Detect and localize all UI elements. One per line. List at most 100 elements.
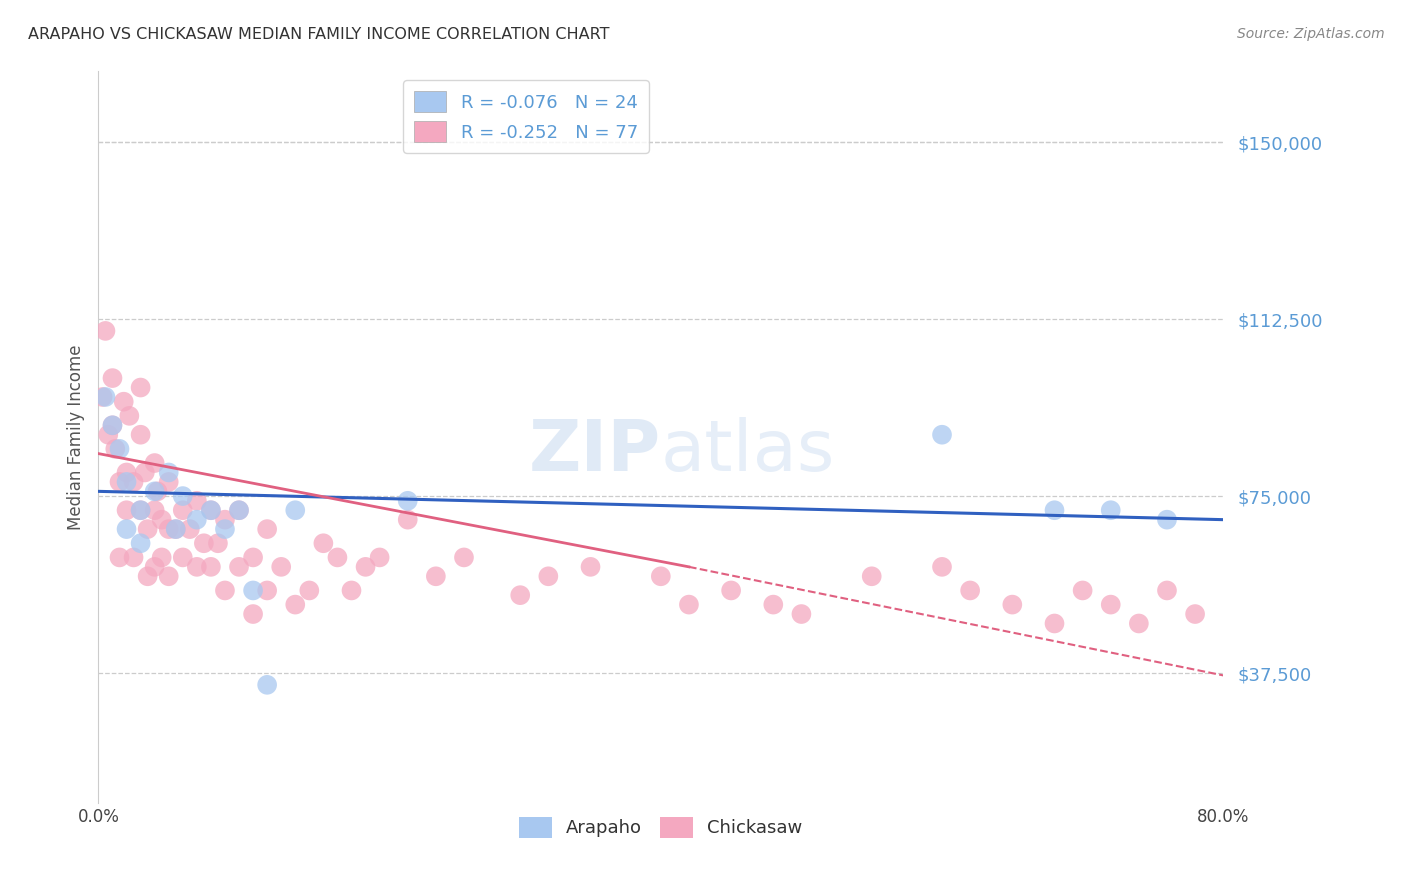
Point [129,380,152,394]
Point [136,522,159,536]
Point [108,550,131,565]
Point [790,607,813,621]
Point [678,598,700,612]
Point [242,583,264,598]
Point [143,484,166,499]
Point [396,513,419,527]
Point [284,503,307,517]
Point [101,418,124,433]
Point [1128,616,1150,631]
Point [108,442,131,456]
Point [214,583,236,598]
Point [340,583,363,598]
Point [179,522,201,536]
Point [298,583,321,598]
Point [172,503,194,517]
Point [193,536,215,550]
Point [860,569,883,583]
Point [146,484,169,499]
Point [1043,616,1066,631]
Point [354,559,377,574]
Point [396,493,419,508]
Point [509,588,531,602]
Point [368,550,391,565]
Point [118,409,141,423]
Point [115,475,138,489]
Point [228,559,250,574]
Point [959,583,981,598]
Point [101,418,124,433]
Point [143,503,166,517]
Point [129,536,152,550]
Point [200,503,222,517]
Point [186,559,208,574]
Point [214,513,236,527]
Point [165,522,187,536]
Point [256,522,278,536]
Point [425,569,447,583]
Point [136,569,159,583]
Point [143,559,166,574]
Y-axis label: Median Family Income: Median Family Income [66,344,84,530]
Text: atlas: atlas [661,417,835,486]
Point [115,503,138,517]
Point [256,583,278,598]
Point [242,550,264,565]
Point [931,427,953,442]
Point [101,371,124,385]
Point [200,503,222,517]
Point [165,522,187,536]
Point [1156,583,1178,598]
Point [1184,607,1206,621]
Point [122,550,145,565]
Point [931,559,953,574]
Point [172,489,194,503]
Point [186,513,208,527]
Text: ZIP: ZIP [529,417,661,486]
Point [150,513,173,527]
Point [1099,598,1122,612]
Point [122,475,145,489]
Point [284,598,307,612]
Point [115,466,138,480]
Point [312,536,335,550]
Point [115,522,138,536]
Point [270,559,292,574]
Point [157,466,180,480]
Point [228,503,250,517]
Point [256,678,278,692]
Point [242,607,264,621]
Point [94,390,117,404]
Point [129,503,152,517]
Point [326,550,349,565]
Point [1071,583,1094,598]
Point [91,390,114,404]
Point [157,475,180,489]
Point [214,522,236,536]
Point [150,550,173,565]
Point [112,394,135,409]
Legend: Arapaho, Chickasaw: Arapaho, Chickasaw [512,810,810,845]
Text: ARAPAHO VS CHICKASAW MEDIAN FAMILY INCOME CORRELATION CHART: ARAPAHO VS CHICKASAW MEDIAN FAMILY INCOM… [28,27,610,42]
Point [94,324,117,338]
Point [207,536,229,550]
Point [143,456,166,470]
Point [1001,598,1024,612]
Point [186,493,208,508]
Point [762,598,785,612]
Point [97,427,120,442]
Point [1156,513,1178,527]
Point [157,522,180,536]
Text: Source: ZipAtlas.com: Source: ZipAtlas.com [1237,27,1385,41]
Point [129,427,152,442]
Point [104,442,127,456]
Point [453,550,475,565]
Point [129,503,152,517]
Point [134,466,156,480]
Point [108,475,131,489]
Point [537,569,560,583]
Point [228,503,250,517]
Point [200,559,222,574]
Point [650,569,672,583]
Point [172,550,194,565]
